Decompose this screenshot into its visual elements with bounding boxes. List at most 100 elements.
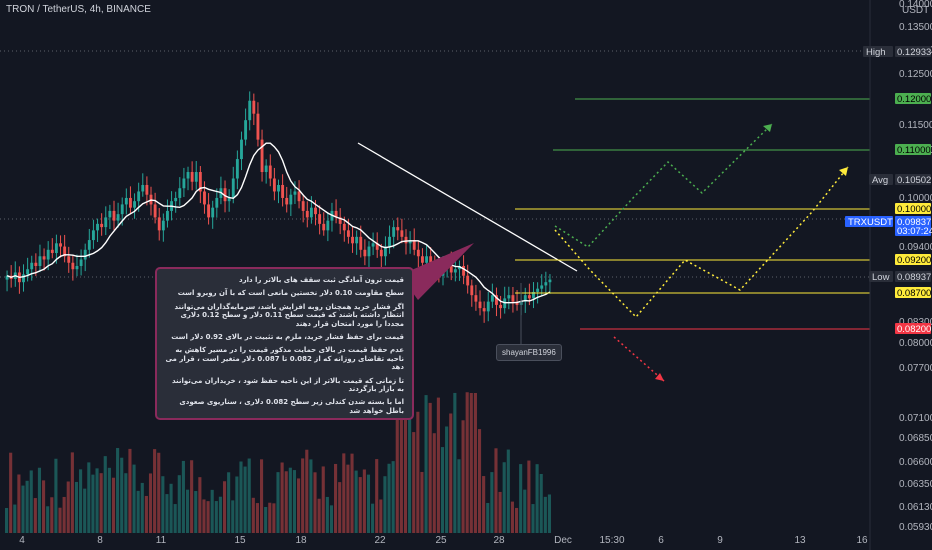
- note-paragraph: قیمت ترون آمادگی ثبت سقف های بالاتر را د…: [238, 276, 404, 284]
- volume-bar: [87, 462, 91, 533]
- time-tick-label: 4: [19, 535, 25, 546]
- candle-body: [203, 191, 206, 205]
- volume-bar: [50, 497, 54, 533]
- resistance-trendline: [357, 142, 578, 272]
- candle-body: [470, 285, 474, 296]
- volume-bar: [231, 500, 235, 533]
- volume-bar: [276, 472, 280, 533]
- volume-bar: [362, 469, 366, 533]
- price-tick-label: 0.08000: [899, 338, 932, 349]
- price-tag-value: 0.08937: [897, 272, 931, 283]
- candle-body: [96, 223, 99, 231]
- volume-bar: [527, 460, 531, 533]
- price-tag-name-box: [845, 216, 893, 227]
- candle-body: [371, 243, 375, 247]
- volume-bar: [169, 483, 173, 533]
- author-tag[interactable]: shayanFB1996: [496, 344, 562, 361]
- price-tick-label: 0.06600: [899, 457, 932, 468]
- price-tag-value: 0.10000: [897, 204, 931, 215]
- candle-body: [244, 120, 248, 140]
- volume-bar: [514, 507, 519, 533]
- candle-body: [511, 295, 515, 302]
- volume-bar: [305, 449, 309, 533]
- price-tick-label: 0.08300: [899, 317, 932, 328]
- price-tick-label: 0.11500: [899, 120, 932, 131]
- volume-bar: [453, 392, 457, 533]
- volume-bar: [280, 462, 284, 533]
- volume-bar: [440, 447, 445, 533]
- candle-body: [59, 243, 62, 247]
- candle-body: [100, 223, 104, 228]
- candle-body: [75, 265, 79, 270]
- volume-bar: [74, 481, 79, 533]
- volume-bar: [218, 496, 222, 533]
- volume-bar: [62, 496, 66, 533]
- volume-bar: [54, 458, 58, 533]
- bullish-arrowhead: [763, 124, 772, 132]
- volume-bar: [432, 433, 436, 533]
- candle-body: [396, 227, 400, 231]
- volume-bar: [519, 464, 523, 533]
- candle-body: [474, 295, 478, 302]
- price-tag: [895, 93, 931, 104]
- price-tag-name-box: [863, 46, 893, 57]
- volume-bar: [379, 499, 383, 533]
- candle-body: [67, 256, 71, 263]
- countdown-label: 03:07:24: [897, 226, 932, 237]
- candle-body: [495, 295, 498, 305]
- candle-body: [527, 295, 531, 299]
- candle-body: [248, 100, 252, 121]
- candle-body: [182, 178, 186, 189]
- volume-bar: [214, 501, 218, 533]
- volume-bar: [354, 470, 358, 533]
- volume-bar: [235, 476, 239, 533]
- volume-bar: [210, 489, 214, 533]
- volume-bar: [58, 507, 62, 533]
- price-tick-label: 0.09400: [899, 242, 932, 253]
- volume-bar: [494, 448, 498, 533]
- volume-bar: [185, 489, 190, 533]
- volume-bar: [42, 480, 46, 533]
- volume-bar: [399, 394, 403, 533]
- volume-bar: [5, 508, 9, 533]
- price-tick-label: 0.06130: [899, 502, 932, 513]
- candle-body: [22, 274, 25, 283]
- candle-body: [38, 256, 42, 266]
- volume-bar: [535, 464, 539, 533]
- candle-body: [63, 246, 67, 257]
- candle-body: [207, 204, 211, 218]
- volume-bar: [95, 468, 99, 533]
- volume-bar: [424, 395, 428, 533]
- candle-body: [355, 236, 359, 244]
- time-tick-label: 15:30: [599, 535, 624, 546]
- price-tag: [895, 271, 931, 282]
- volume-bar: [449, 413, 453, 533]
- volume-bar: [17, 474, 21, 533]
- candle-body: [124, 197, 128, 205]
- volume-bar: [539, 473, 543, 533]
- candle-body: [301, 201, 305, 211]
- bearish-projection: [613, 336, 665, 382]
- volume-bar: [301, 458, 305, 533]
- price-tag: [895, 323, 931, 334]
- volume-bar: [383, 476, 387, 533]
- candle-body: [408, 240, 412, 244]
- bearish-arrowhead: [655, 373, 664, 381]
- price-tag: [895, 216, 931, 236]
- volume-bar: [358, 477, 362, 533]
- price-tag-value: 0.08200: [897, 324, 931, 335]
- candle-body: [264, 165, 268, 173]
- candle-body: [71, 262, 75, 270]
- volume-bar: [403, 401, 408, 533]
- candle-body: [190, 172, 194, 182]
- candle-body: [112, 210, 116, 221]
- volume-bar: [317, 498, 321, 533]
- candle-body: [314, 207, 317, 215]
- candle-body: [322, 223, 326, 231]
- volume-bar: [157, 452, 161, 533]
- candle-body: [400, 230, 404, 237]
- candle-body: [260, 139, 264, 173]
- candle-body: [268, 165, 272, 179]
- candle-body: [367, 246, 371, 257]
